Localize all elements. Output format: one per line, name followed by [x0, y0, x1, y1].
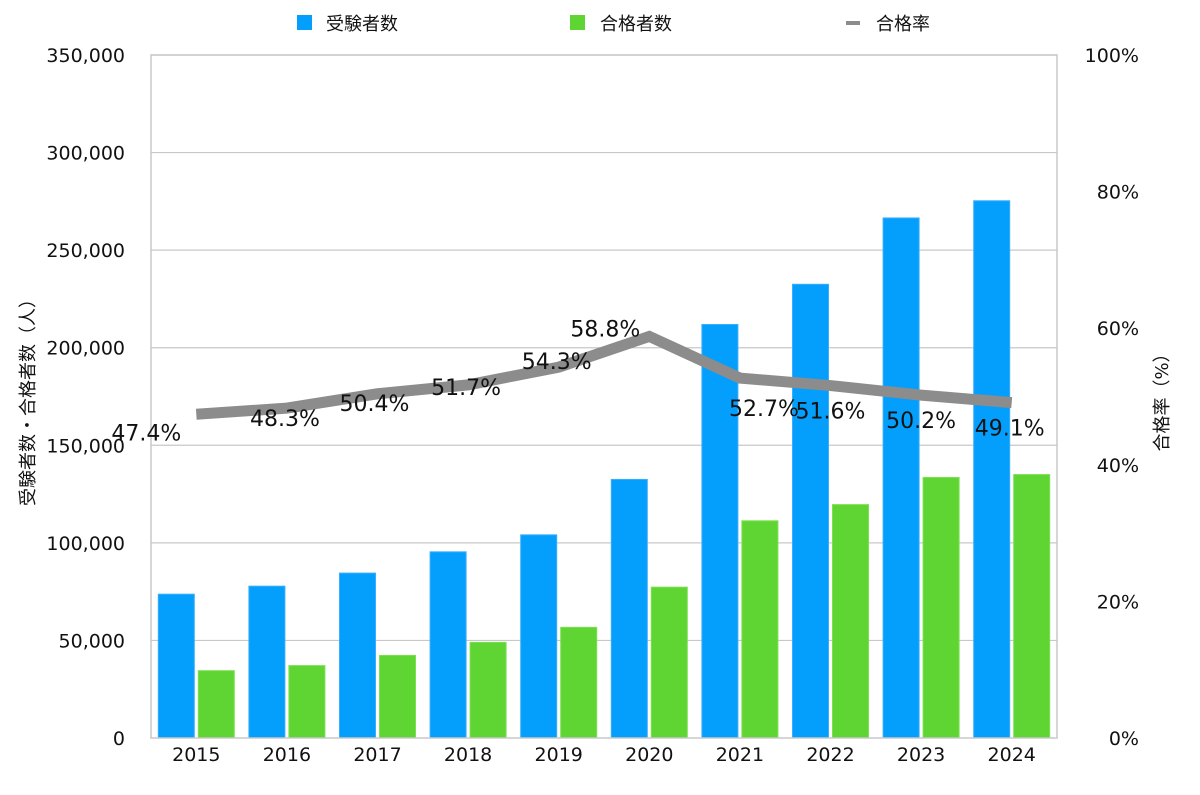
bar-passers-2015	[197, 670, 235, 739]
right-tick-label: 100%	[1085, 45, 1139, 67]
bar-applicants-2022	[792, 283, 829, 739]
right-axis-ticks: 0% 20% 40% 60% 80% 100%	[1085, 45, 1139, 750]
bar-applicants-2016	[248, 585, 286, 739]
x-tick-label-2015: 2015	[172, 744, 220, 766]
left-tick-label: 150,000	[46, 435, 125, 457]
left-axis-title: 受験者数・合格者数（人）	[18, 290, 39, 506]
right-axis-title: 合格率（%）	[1152, 344, 1173, 451]
left-tick-label: 350,000	[46, 45, 125, 67]
legend-swatch-pass-rate	[846, 21, 860, 25]
x-tick-label-2022: 2022	[806, 744, 854, 766]
data-labels: 47.4% 48.3% 50.4% 51.7% 54.3% 58.8% 52.7%51.6%…	[111, 317, 1044, 446]
bar-passers-2022	[832, 504, 869, 739]
pass-rate-polyline	[195, 330, 1013, 420]
bar-applicants-2020	[610, 478, 648, 739]
pass-rate-label-2017: 50.4%	[340, 392, 410, 417]
left-tick-label: 200,000	[46, 338, 125, 360]
bar-applicants-2024	[973, 200, 1011, 739]
right-tick-label: 20%	[1097, 591, 1139, 613]
pass-rate-label-2020: 58.8%	[570, 317, 640, 342]
legend-swatch-applicants	[297, 15, 312, 30]
x-tick-label-2017: 2017	[353, 744, 401, 766]
x-tick-label-2023: 2023	[897, 744, 945, 766]
legend: 受験者数 合格者数 合格率	[297, 14, 930, 35]
x-tick-label-2020: 2020	[625, 744, 673, 766]
right-tick-label: 80%	[1097, 182, 1139, 204]
bar-passers-2016	[288, 665, 326, 739]
x-tick-label-2024: 2024	[988, 744, 1036, 766]
left-tick-label: 250,000	[46, 240, 125, 262]
left-tick-label: 100,000	[46, 533, 125, 555]
pass-rate-label-2018: 51.7%	[431, 376, 501, 401]
pass-rate-label-2024: 49.1%	[975, 417, 1045, 442]
legend-swatch-passers	[570, 15, 585, 30]
left-tick-label: 50,000	[59, 630, 125, 652]
bar-applicants-2015	[157, 593, 195, 739]
legend-label-pass-rate: 合格率	[876, 14, 930, 35]
plot-frame	[150, 54, 1058, 739]
left-tick-label: 300,000	[46, 143, 125, 165]
bar-applicants-2021	[701, 323, 739, 739]
x-tick-label-2021: 2021	[716, 744, 764, 766]
x-tick-label-2016: 2016	[263, 744, 311, 766]
bars	[157, 200, 1051, 739]
left-tick-label: 0	[113, 728, 125, 750]
pass-rate-label-2019: 54.3%	[522, 350, 592, 375]
right-tick-label: 60%	[1097, 318, 1139, 340]
right-tick-label: 40%	[1097, 455, 1139, 477]
bar-passers-2018	[469, 641, 507, 739]
bar-passers-2024	[1013, 474, 1051, 739]
legend-label-applicants: 受験者数	[326, 14, 398, 35]
pass-rate-label-2023: 50.2%	[886, 409, 956, 434]
x-tick-label-2018: 2018	[444, 744, 492, 766]
left-axis-ticks: 0 50,000 100,000 150,000 200,000 250,000 300,0…	[46, 45, 125, 750]
x-axis-ticks: 2015 2016 2017 2018 2019 2020 2021 2022 2023 2024	[172, 744, 1036, 766]
plot-area-border	[150, 54, 1058, 739]
bar-passers-2019	[560, 626, 598, 739]
bar-passers-2023	[922, 476, 960, 739]
bar-applicants-2018	[429, 551, 467, 739]
pass-rate-line	[195, 330, 1013, 420]
pass-rate-label-2021: 52.7%	[729, 397, 799, 422]
bar-passers-2017	[379, 654, 416, 739]
pass-rate-label-2016: 48.3%	[250, 407, 320, 432]
legend-label-passers: 合格者数	[600, 14, 672, 35]
bar-passers-2020	[650, 586, 688, 739]
bar-applicants-2017	[339, 572, 376, 739]
bar-applicants-2023	[882, 217, 920, 739]
pass-rate-label-2022: 51.6%	[796, 400, 866, 425]
right-tick-label: 0%	[1109, 728, 1139, 750]
bar-applicants-2019	[520, 534, 558, 739]
x-tick-label-2019: 2019	[535, 744, 583, 766]
pass-rate-label-2015: 47.4%	[111, 421, 181, 446]
bar-passers-2021	[741, 520, 779, 739]
